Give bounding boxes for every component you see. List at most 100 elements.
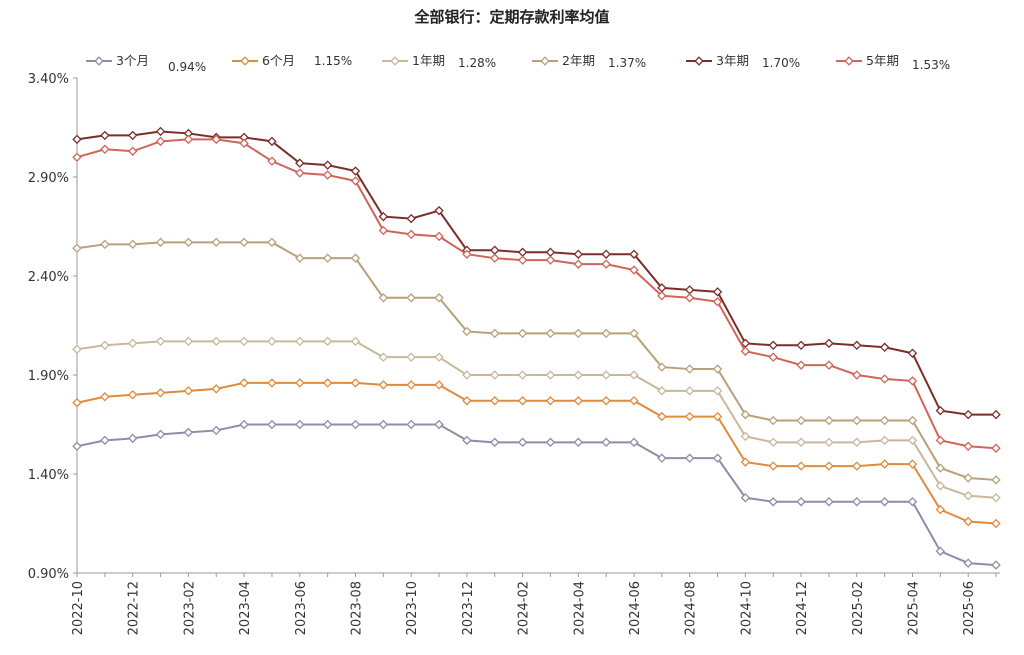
data-point bbox=[378, 225, 389, 236]
data-point bbox=[490, 328, 500, 339]
data-point bbox=[796, 437, 806, 448]
data-point bbox=[935, 481, 946, 491]
data-point bbox=[991, 443, 1001, 453]
data-point bbox=[72, 344, 82, 354]
data-point bbox=[963, 441, 973, 451]
data-point bbox=[712, 297, 723, 307]
data-point bbox=[879, 415, 890, 426]
data-point bbox=[239, 237, 249, 248]
data-point bbox=[879, 435, 890, 446]
data-point bbox=[127, 390, 138, 400]
series-6 bbox=[72, 134, 1001, 453]
data-point bbox=[657, 362, 667, 372]
data-point bbox=[350, 166, 361, 176]
y-tick-label: 3.40% bbox=[28, 72, 69, 87]
data-point bbox=[852, 461, 862, 471]
data-point bbox=[963, 516, 973, 527]
legend-item-4: 2年期 1.37% bbox=[532, 53, 646, 70]
data-point bbox=[629, 370, 639, 380]
data-point bbox=[545, 247, 556, 257]
legend-label: 3年期 bbox=[716, 53, 749, 68]
data-point bbox=[295, 419, 305, 430]
data-point bbox=[72, 398, 82, 408]
data-point bbox=[183, 134, 194, 145]
data-point bbox=[907, 497, 918, 507]
legend-label: 2年期 bbox=[562, 53, 595, 68]
data-point bbox=[712, 453, 723, 463]
data-point bbox=[601, 370, 611, 380]
data-point bbox=[740, 409, 751, 420]
data-point bbox=[239, 138, 249, 149]
legend: 3个月 0.94% 6个月 1.15% 1年期 1.28% 2年期 1.37% 3年期 1.70%… bbox=[86, 53, 950, 74]
axes: 0.90% 1.40% 1.90% 2.40% 2.90% 3.40% 2022-10 202… bbox=[28, 72, 1000, 635]
series-line bbox=[76, 340, 997, 499]
data-point bbox=[490, 437, 500, 448]
data-point bbox=[490, 245, 500, 255]
data-point bbox=[127, 338, 138, 349]
data-point bbox=[155, 237, 166, 248]
data-point bbox=[796, 497, 806, 507]
data-point bbox=[378, 419, 389, 430]
y-tick-label: 1.90% bbox=[28, 369, 69, 384]
data-point bbox=[462, 435, 472, 446]
data-point bbox=[406, 419, 416, 430]
data-point bbox=[852, 340, 862, 351]
legend-value: 1.53% bbox=[912, 58, 950, 72]
legend-value: 1.15% bbox=[314, 54, 352, 68]
data-point bbox=[768, 497, 778, 507]
data-point bbox=[378, 352, 389, 362]
x-tick-label: 2023-06 bbox=[294, 581, 309, 635]
series-line bbox=[76, 130, 997, 416]
series-5 bbox=[72, 126, 1001, 420]
x-tick-label: 2023-12 bbox=[461, 581, 476, 635]
data-point bbox=[991, 475, 1001, 485]
data-point bbox=[211, 134, 221, 145]
legend-value: 1.37% bbox=[608, 56, 646, 70]
legend-label: 5年期 bbox=[866, 53, 899, 68]
x-tick-label: 2022-10 bbox=[71, 581, 86, 635]
data-point bbox=[517, 328, 528, 339]
series-1 bbox=[72, 419, 1001, 570]
data-point bbox=[100, 340, 110, 351]
legend-swatch-marker bbox=[240, 56, 250, 66]
data-point bbox=[629, 396, 639, 406]
legend-item-3: 1年期 1.28% bbox=[382, 53, 496, 70]
data-point bbox=[434, 231, 444, 242]
data-point bbox=[573, 259, 584, 269]
data-point bbox=[573, 437, 584, 448]
data-point bbox=[295, 158, 305, 168]
data-point bbox=[545, 437, 556, 448]
data-point bbox=[406, 229, 416, 240]
data-point bbox=[573, 370, 584, 380]
series-line bbox=[76, 381, 997, 525]
data-point bbox=[824, 461, 834, 471]
data-point bbox=[183, 386, 194, 396]
data-point bbox=[712, 411, 723, 422]
y-tick-label: 2.90% bbox=[28, 171, 69, 186]
data-point bbox=[517, 437, 528, 448]
data-point bbox=[768, 352, 778, 362]
legend-label: 1年期 bbox=[412, 53, 445, 68]
data-point bbox=[935, 405, 946, 416]
legend-item-6: 5年期 1.53% bbox=[836, 53, 950, 72]
data-point bbox=[127, 239, 138, 250]
data-point bbox=[601, 437, 611, 448]
series-line bbox=[76, 138, 997, 450]
x-tick-label: 2025-04 bbox=[907, 581, 922, 635]
data-point bbox=[490, 396, 500, 406]
legend-value: 1.70% bbox=[762, 56, 800, 70]
data-point bbox=[211, 237, 221, 248]
x-tick-label: 2024-12 bbox=[795, 581, 810, 635]
data-point bbox=[322, 253, 333, 263]
data-point bbox=[740, 493, 751, 503]
data-point bbox=[434, 380, 444, 390]
data-point bbox=[684, 453, 695, 463]
x-tick-label: 2025-02 bbox=[851, 581, 866, 635]
data-point bbox=[295, 253, 305, 263]
data-point bbox=[517, 396, 528, 406]
data-point bbox=[239, 378, 249, 388]
data-point bbox=[462, 396, 472, 406]
data-point bbox=[657, 411, 667, 422]
legend-swatch-marker bbox=[390, 56, 400, 66]
data-point bbox=[796, 340, 806, 351]
